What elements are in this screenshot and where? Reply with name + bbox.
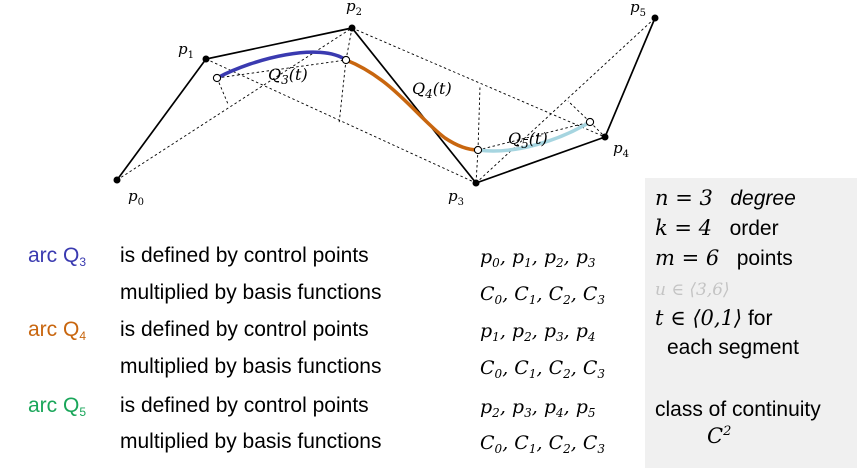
control-polygon <box>116 17 656 185</box>
arc-label-q3: Q3(t) <box>268 65 308 87</box>
knot-point <box>212 73 222 83</box>
control-points <box>113 14 659 187</box>
point-label-p0: p0 <box>128 187 144 208</box>
point-label-p1: p1 <box>178 40 194 61</box>
definition-text: multiplied by basis functions <box>120 281 382 304</box>
t-range-line: t ∈ ⟨0,1⟩ for <box>655 306 773 330</box>
point-list: p0, p1, p2, p3 <box>480 246 596 270</box>
arc-name: arc Q3 <box>28 244 87 269</box>
control-point-p1 <box>202 55 210 63</box>
u-range-line: u ∈ ⟨3,6⟩ <box>655 280 730 300</box>
knot-points <box>212 55 595 155</box>
control-point-p4 <box>601 133 609 141</box>
control-point-p3 <box>472 179 480 187</box>
point-list: p2, p3, p4, p5 <box>480 396 596 420</box>
arc-label-q4: Q4(t) <box>412 79 452 101</box>
continuity-line: class of continuity <box>655 398 821 421</box>
arc-q3-curve <box>216 50 347 80</box>
definition-text: multiplied by basis functions <box>120 355 382 378</box>
degree-line: n = 3 degree <box>655 186 796 210</box>
point-label-p5: p5 <box>630 0 646 19</box>
basis-list: C0, C1, C2, C3 <box>480 432 606 456</box>
control-point-p0 <box>113 176 121 184</box>
parameters-panel: n = 3 degree k = 4 order m = 6 points u … <box>645 178 857 468</box>
arc-label-q5: Q5(t) <box>508 129 548 151</box>
points-line: m = 6 points <box>655 246 793 270</box>
point-label-p4: p4 <box>613 139 629 160</box>
basis-list: C0, C1, C2, C3 <box>480 283 606 307</box>
construction-lines <box>116 17 656 184</box>
control-point-p2 <box>348 24 356 32</box>
point-label-p3: p3 <box>448 187 464 208</box>
arc-name: arc Q4 <box>28 318 87 343</box>
knot-point <box>585 117 595 127</box>
segment-line: each segment <box>667 336 799 359</box>
arc-q5-curve <box>477 120 591 153</box>
knot-point <box>473 145 483 155</box>
b-spline-diagram: p0 p1 p2 p3 p4 p5 Q3(t) Q4(t) Q5(t) <box>113 0 659 208</box>
definition-text: multiplied by basis functions <box>120 430 382 453</box>
control-point-p5 <box>651 14 659 22</box>
definition-text: is defined by control points <box>120 394 369 417</box>
arc-name: arc Q5 <box>28 394 87 419</box>
order-line: k = 4 order <box>655 216 779 240</box>
point-list: p1, p2, p3, p4 <box>480 320 596 344</box>
point-label-p2: p2 <box>346 0 362 18</box>
arc-q4-curve <box>345 58 479 152</box>
knot-point <box>341 55 351 65</box>
continuity-class: C2 <box>707 424 732 448</box>
basis-list: C0, C1, C2, C3 <box>480 357 606 381</box>
definition-text: is defined by control points <box>120 318 369 341</box>
definition-text: is defined by control points <box>120 244 369 267</box>
